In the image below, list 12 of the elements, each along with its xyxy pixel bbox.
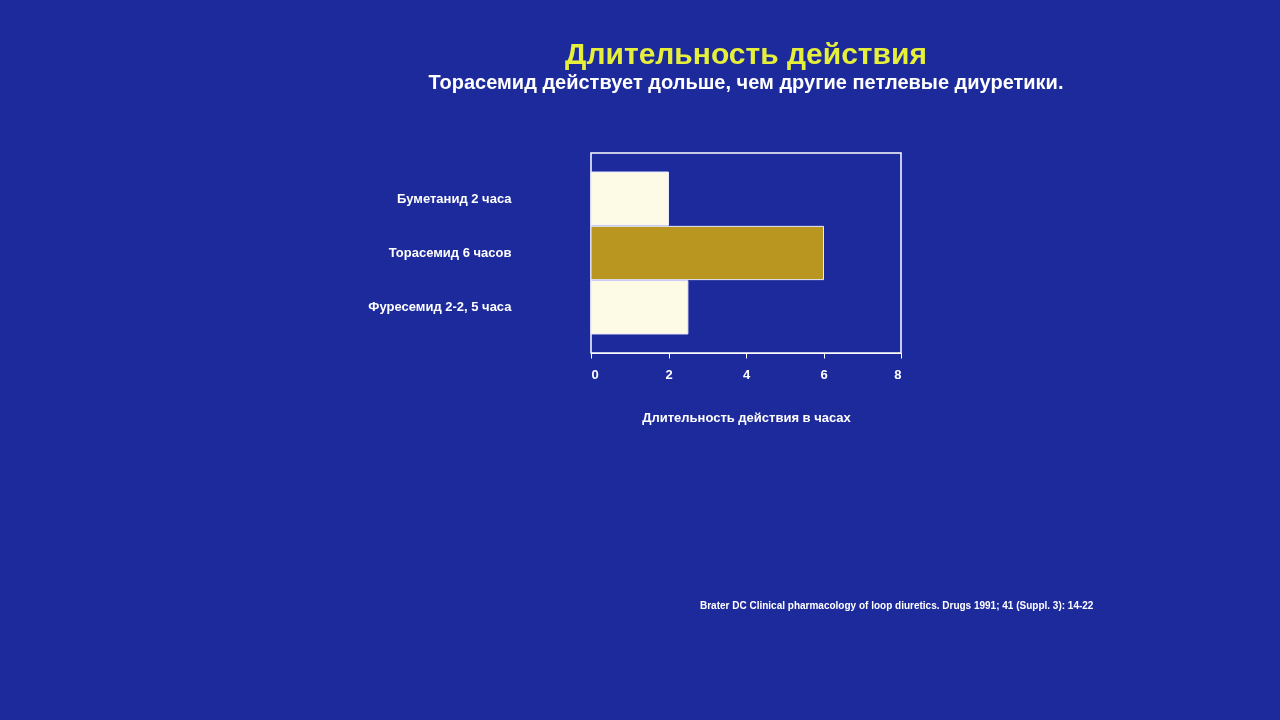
chart-title: Длительность действия xyxy=(565,37,927,70)
x-tick-label: 4 xyxy=(742,366,751,382)
x-tick-label: 0 xyxy=(591,366,599,382)
x-tick-label: 6 xyxy=(820,366,828,382)
chart-subtitle: Торасемид действует дольше, чем другие петлевые диуретики. xyxy=(428,71,1064,93)
y-tick-label: Буметанид 2 часа xyxy=(397,190,513,206)
y-tick-label: Торасемид 6 часов xyxy=(388,245,512,260)
x-tick-label: 2 xyxy=(665,366,673,382)
y-tick-label: Фуресемид 2-2, 5 часа xyxy=(368,299,513,315)
text: Brater DC Clinical pharmacology of loop diuretics. Drugs 1991; 41 (Suppl. 3): 14-22 xyxy=(700,600,1094,611)
x-axis-title: Длительность действия в часах xyxy=(642,409,852,425)
x-tick-label: 8 xyxy=(894,366,902,382)
